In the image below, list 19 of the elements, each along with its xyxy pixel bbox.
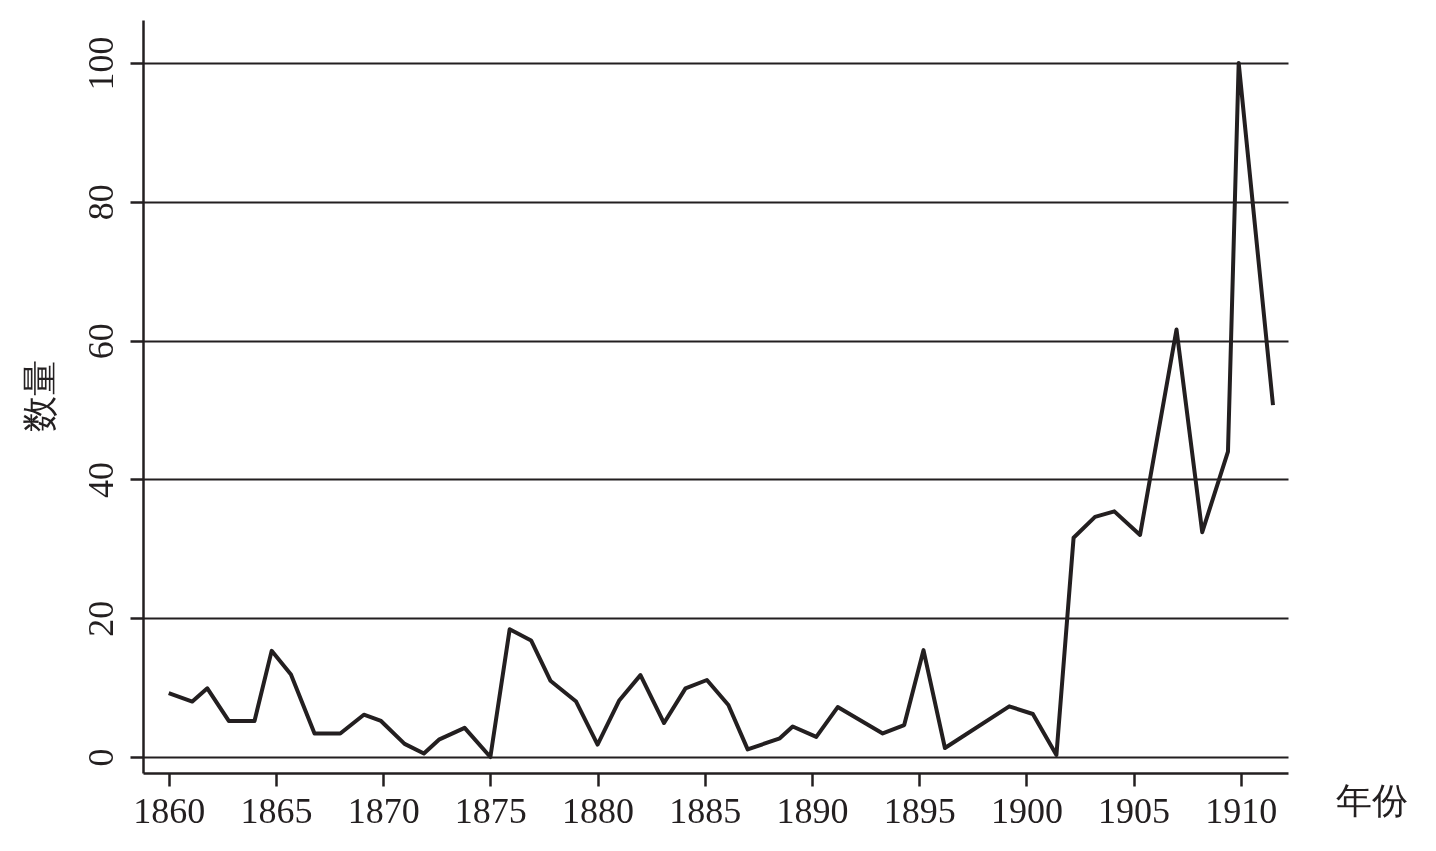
y-tick-label: 80 [80,184,121,221]
x-tick-label: 1895 [883,790,956,831]
x-axis-title: 年份 [1335,780,1408,821]
x-tick-label: 1875 [454,790,527,831]
x-tick-label: 1890 [776,790,849,831]
y-tick-label: 100 [80,36,121,91]
x-tick-label: 1880 [562,790,635,831]
x-tick-label: 1885 [669,790,742,831]
y-tick-label: 60 [80,323,121,360]
x-tick-label: 1865 [240,790,313,831]
x-tick-label: 1910 [1205,790,1278,831]
y-tick-label: 20 [80,600,121,637]
y-tick-label: 0 [80,748,121,767]
y-axis-title: 数量 [19,359,60,432]
x-tick-label: 1860 [133,790,206,831]
y-tick-label: 40 [80,461,121,498]
x-tick-label: 1905 [1098,790,1171,831]
x-tick-label: 1870 [347,790,420,831]
x-tick-label: 1900 [990,790,1063,831]
